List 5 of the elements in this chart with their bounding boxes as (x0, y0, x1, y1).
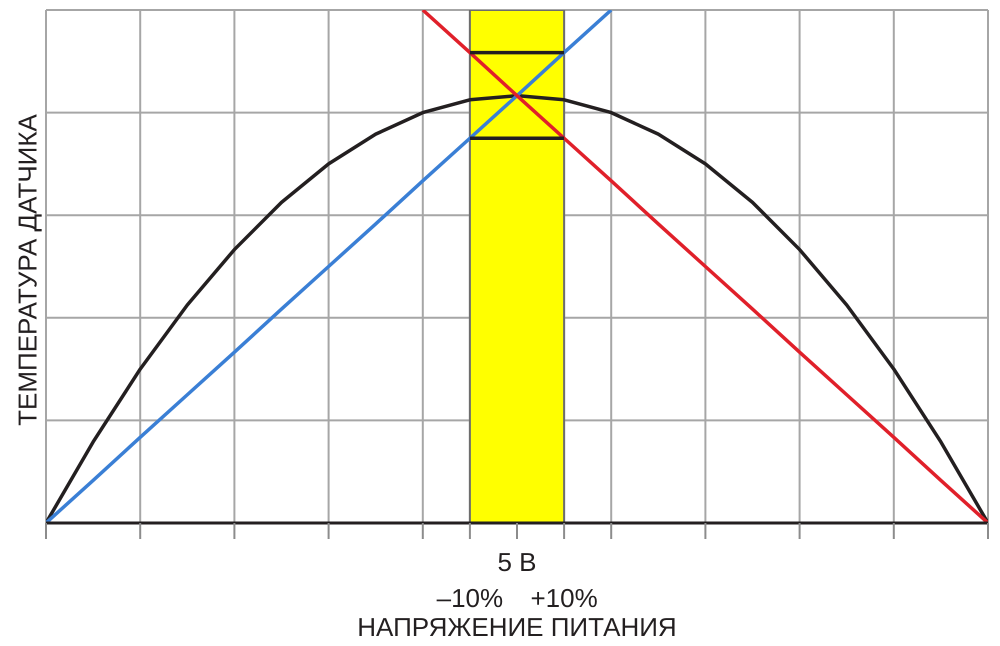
x-tick-label: +10% (530, 583, 598, 613)
y-axis-title: ТЕМПЕРАТУРА ДАТЧИКА (12, 114, 44, 426)
x-axis-title: НАПРЯЖЕНИЕ ПИТАНИЯ (357, 612, 677, 642)
x-tick-label: 5 В (497, 547, 537, 577)
x-tick-label: –10% (436, 583, 504, 613)
